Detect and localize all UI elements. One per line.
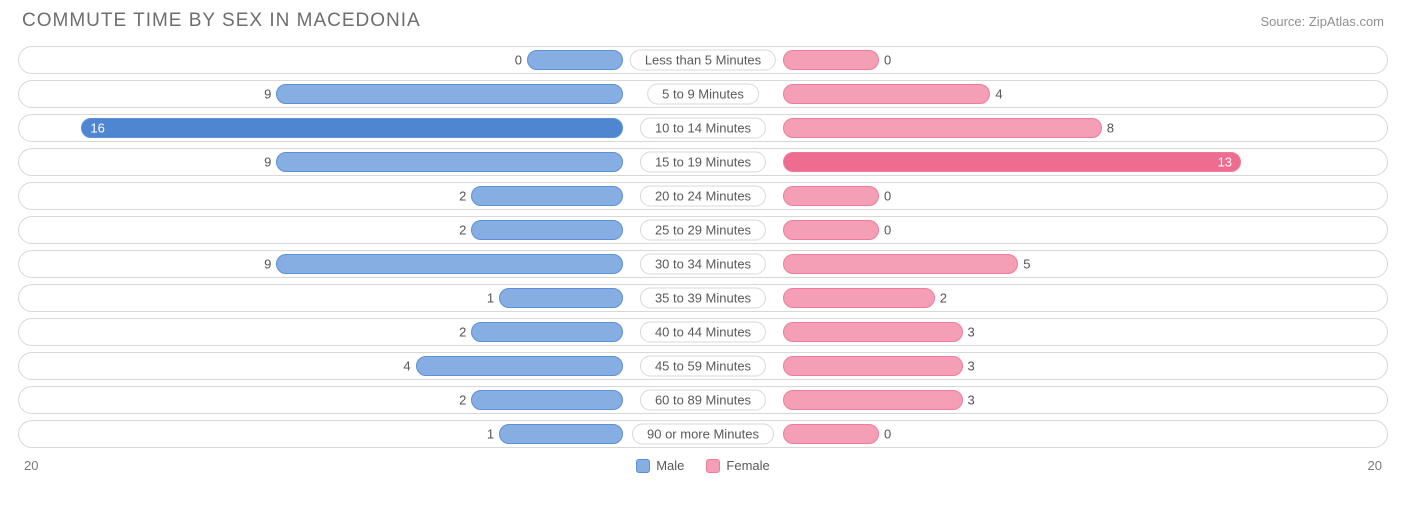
female-value: 5 [1023,257,1030,272]
chart-row: 2 0 20 to 24 Minutes [18,182,1388,210]
male-value: 2 [459,325,466,340]
legend-male: Male [636,458,684,473]
male-value: 9 [264,257,271,272]
female-bar: 4 [783,84,990,104]
chart-row: 2 3 60 to 89 Minutes [18,386,1388,414]
male-bar: 9 [276,152,623,172]
female-bar: 3 [783,390,963,410]
female-value: 3 [968,325,975,340]
legend-female-label: Female [726,458,769,473]
male-value: 9 [264,87,271,102]
male-bar: 2 [471,322,623,342]
female-swatch-icon [706,459,720,473]
male-bar: 2 [471,390,623,410]
chart-source: Source: ZipAtlas.com [1260,14,1384,29]
male-value: 4 [403,359,410,374]
male-bar: 2 [471,186,623,206]
female-value: 13 [1218,155,1232,170]
category-label: 45 to 59 Minutes [640,356,766,377]
legend-female: Female [706,458,769,473]
female-bar: 0 [783,50,879,70]
female-value: 0 [884,189,891,204]
category-label: 40 to 44 Minutes [640,322,766,343]
male-value: 2 [459,189,466,204]
female-bar: 5 [783,254,1018,274]
category-label: 10 to 14 Minutes [640,118,766,139]
male-value: 2 [459,393,466,408]
male-value: 0 [515,53,522,68]
chart-row: 1 0 90 or more Minutes [18,420,1388,448]
legend-male-label: Male [656,458,684,473]
chart-row: 00Less than 5 Minutes [18,46,1388,74]
female-value: 0 [884,427,891,442]
male-bar: 1 [499,424,623,444]
female-bar: 0 [783,186,879,206]
chart-row: 9 13 15 to 19 Minutes [18,148,1388,176]
category-label: 35 to 39 Minutes [640,288,766,309]
chart-title: COMMUTE TIME BY SEX IN MACEDONIA [22,10,421,32]
female-value: 0 [884,223,891,238]
category-label: 30 to 34 Minutes [640,254,766,275]
male-bar: 1 [499,288,623,308]
chart-row: 16 8 10 to 14 Minutes [18,114,1388,142]
female-bar: 2 [783,288,935,308]
male-swatch-icon [636,459,650,473]
female-bar: 0 [783,220,879,240]
male-bar: 9 [276,84,623,104]
chart-footer: 20 Male Female 20 [18,458,1388,473]
chart-row: 1 2 35 to 39 Minutes [18,284,1388,312]
chart-rows: 00Less than 5 Minutes945 to 9 Minutes168… [18,46,1388,448]
category-label: 15 to 19 Minutes [640,152,766,173]
chart-row: 9 4 5 to 9 Minutes [18,80,1388,108]
male-value: 16 [90,121,104,136]
male-bar: 2 [471,220,623,240]
chart-header: COMMUTE TIME BY SEX IN MACEDONIA Source:… [18,10,1388,32]
axis-max-left: 20 [24,458,38,473]
male-bar: 9 [276,254,623,274]
category-label: 90 or more Minutes [632,424,774,445]
male-value: 1 [487,291,494,306]
female-bar: 13 [783,152,1241,172]
male-value: 9 [264,155,271,170]
commute-chart: COMMUTE TIME BY SEX IN MACEDONIA Source:… [0,0,1406,523]
male-bar: 16 [81,118,623,138]
female-value: 3 [968,359,975,374]
category-label: 5 to 9 Minutes [647,84,759,105]
category-label: Less than 5 Minutes [630,50,776,71]
female-bar: 3 [783,322,963,342]
male-value: 2 [459,223,466,238]
chart-row: 4 3 45 to 59 Minutes [18,352,1388,380]
female-value: 2 [940,291,947,306]
male-bar: 4 [416,356,623,376]
female-bar: 0 [783,424,879,444]
category-label: 60 to 89 Minutes [640,390,766,411]
chart-row: 9 5 30 to 34 Minutes [18,250,1388,278]
category-label: 25 to 29 Minutes [640,220,766,241]
female-value: 0 [884,53,891,68]
category-label: 20 to 24 Minutes [640,186,766,207]
female-bar: 8 [783,118,1102,138]
legend: Male Female [636,458,770,473]
male-value: 1 [487,427,494,442]
female-bar: 3 [783,356,963,376]
male-bar: 0 [527,50,623,70]
axis-max-right: 20 [1368,458,1382,473]
female-value: 3 [968,393,975,408]
chart-row: 2 0 25 to 29 Minutes [18,216,1388,244]
female-value: 4 [995,87,1002,102]
female-value: 8 [1107,121,1114,136]
chart-row: 2 3 40 to 44 Minutes [18,318,1388,346]
